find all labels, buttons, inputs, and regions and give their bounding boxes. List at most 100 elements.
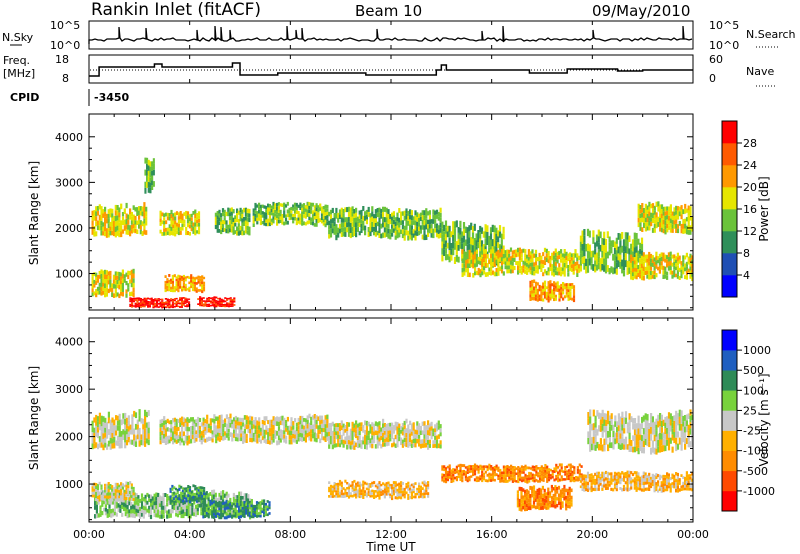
heatmap-cell: [263, 222, 266, 226]
heatmap-cell: [139, 506, 142, 511]
heatmap-cell: [513, 471, 516, 475]
heatmap-cell: [500, 248, 504, 253]
heatmap-cell: [187, 485, 190, 488]
heatmap-cell: [676, 215, 680, 220]
heatmap-cell: [256, 214, 259, 218]
heatmap-cell: [639, 253, 642, 258]
heatmap-cell: [294, 438, 297, 443]
heatmap-cell: [242, 439, 245, 444]
heatmap-cell: [175, 301, 178, 303]
heatmap-cell: [519, 475, 522, 479]
heatmap-cell: [261, 424, 264, 428]
heatmap-cell: [266, 508, 269, 511]
heatmap-cell: [664, 229, 667, 235]
heatmap-cell: [213, 298, 216, 300]
heatmap-cell: [566, 475, 569, 478]
heatmap-cell: [199, 276, 202, 279]
heatmap-cell: [673, 224, 676, 229]
heatmap-cell: [428, 443, 431, 448]
heatmap-cell: [188, 497, 192, 501]
heatmap-cell: [675, 263, 678, 267]
heatmap-cell: [491, 472, 495, 476]
heatmap-cell: [181, 217, 184, 221]
heatmap-cell: [566, 495, 569, 499]
heatmap-cell: [93, 210, 96, 216]
heatmap-cell: [180, 299, 183, 301]
heatmap-cell: [198, 437, 202, 442]
heatmap-cell: [644, 266, 647, 271]
heatmap-cell: [446, 465, 449, 469]
heatmap-cell: [561, 491, 564, 495]
heatmap-cell: [333, 484, 336, 488]
heatmap-cell: [538, 499, 541, 503]
heatmap-cell: [533, 262, 536, 267]
heatmap-cell: [206, 299, 209, 301]
heatmap-cell: [250, 504, 253, 508]
heatmap-cell: [129, 279, 132, 284]
heatmap-cell: [111, 222, 114, 227]
heatmap-cell: [139, 298, 143, 300]
heatmap-cell: [552, 264, 556, 269]
heatmap-cell: [244, 224, 247, 230]
heatmap-cell: [123, 492, 126, 496]
heatmap-cell: [538, 491, 541, 496]
heatmap-cell: [159, 432, 162, 437]
heatmap-cell: [220, 302, 223, 304]
heatmap-cell: [129, 305, 132, 307]
heatmap-cell: [164, 286, 167, 290]
heatmap-cell: [176, 488, 179, 492]
heatmap-cell: [98, 204, 101, 210]
heatmap-cell: [265, 209, 268, 213]
heatmap-cell: [241, 510, 244, 514]
heatmap-cell: [123, 225, 126, 231]
heatmap-cell: [142, 505, 145, 510]
heatmap-cell: [529, 477, 533, 480]
heatmap-cell: [241, 213, 244, 219]
heatmap-cell: [295, 217, 298, 222]
heatmap-cell: [566, 492, 569, 496]
heatmap-cell: [175, 288, 178, 291]
heatmap-cell: [196, 216, 199, 220]
heatmap-cell: [391, 216, 394, 221]
heatmap-cell: [208, 305, 211, 307]
heatmap-cell: [450, 472, 453, 475]
heatmap-cell: [145, 422, 148, 428]
heatmap-cell: [543, 495, 546, 499]
heatmap-cell: [241, 504, 244, 507]
heatmap-cell: [511, 258, 514, 262]
heatmap-cell: [181, 429, 184, 434]
heatmap-cell: [167, 500, 171, 505]
heatmap-cell: [136, 229, 139, 234]
heatmap-cell: [644, 203, 647, 209]
heatmap-cell: [617, 246, 620, 254]
heatmap-cell: [356, 435, 359, 440]
heatmap-cell: [571, 297, 574, 301]
heatmap-cell: [214, 506, 217, 510]
heatmap-cell: [385, 227, 388, 233]
heatmap-cell: [133, 410, 136, 417]
heatmap-cell: [242, 430, 245, 436]
heatmap-cell: [149, 161, 152, 167]
heatmap-cell: [544, 464, 547, 467]
heatmap-cell: [362, 424, 365, 429]
heatmap-cell: [578, 472, 581, 476]
heatmap-cell: [502, 258, 505, 263]
heatmap-cell: [95, 293, 98, 298]
heatmap-cell: [147, 306, 150, 308]
heatmap-cell: [391, 220, 394, 225]
heatmap-cell: [340, 484, 343, 487]
heatmap-cell: [531, 504, 534, 509]
heatmap-cell: [418, 423, 421, 428]
heatmap-cell: [643, 223, 646, 228]
heatmap-cell: [383, 434, 386, 439]
heatmap-cell: [319, 207, 322, 211]
heatmap-cell: [531, 493, 534, 498]
heatmap-cell: [180, 302, 183, 305]
heatmap-cell: [104, 211, 107, 217]
heatmap-cell: [667, 256, 670, 262]
heatmap-cell: [135, 493, 138, 497]
heatmap-cell: [98, 424, 101, 431]
heatmap-cell: [102, 492, 105, 496]
heatmap-cell: [477, 230, 480, 237]
heatmap-cell: [483, 266, 486, 271]
